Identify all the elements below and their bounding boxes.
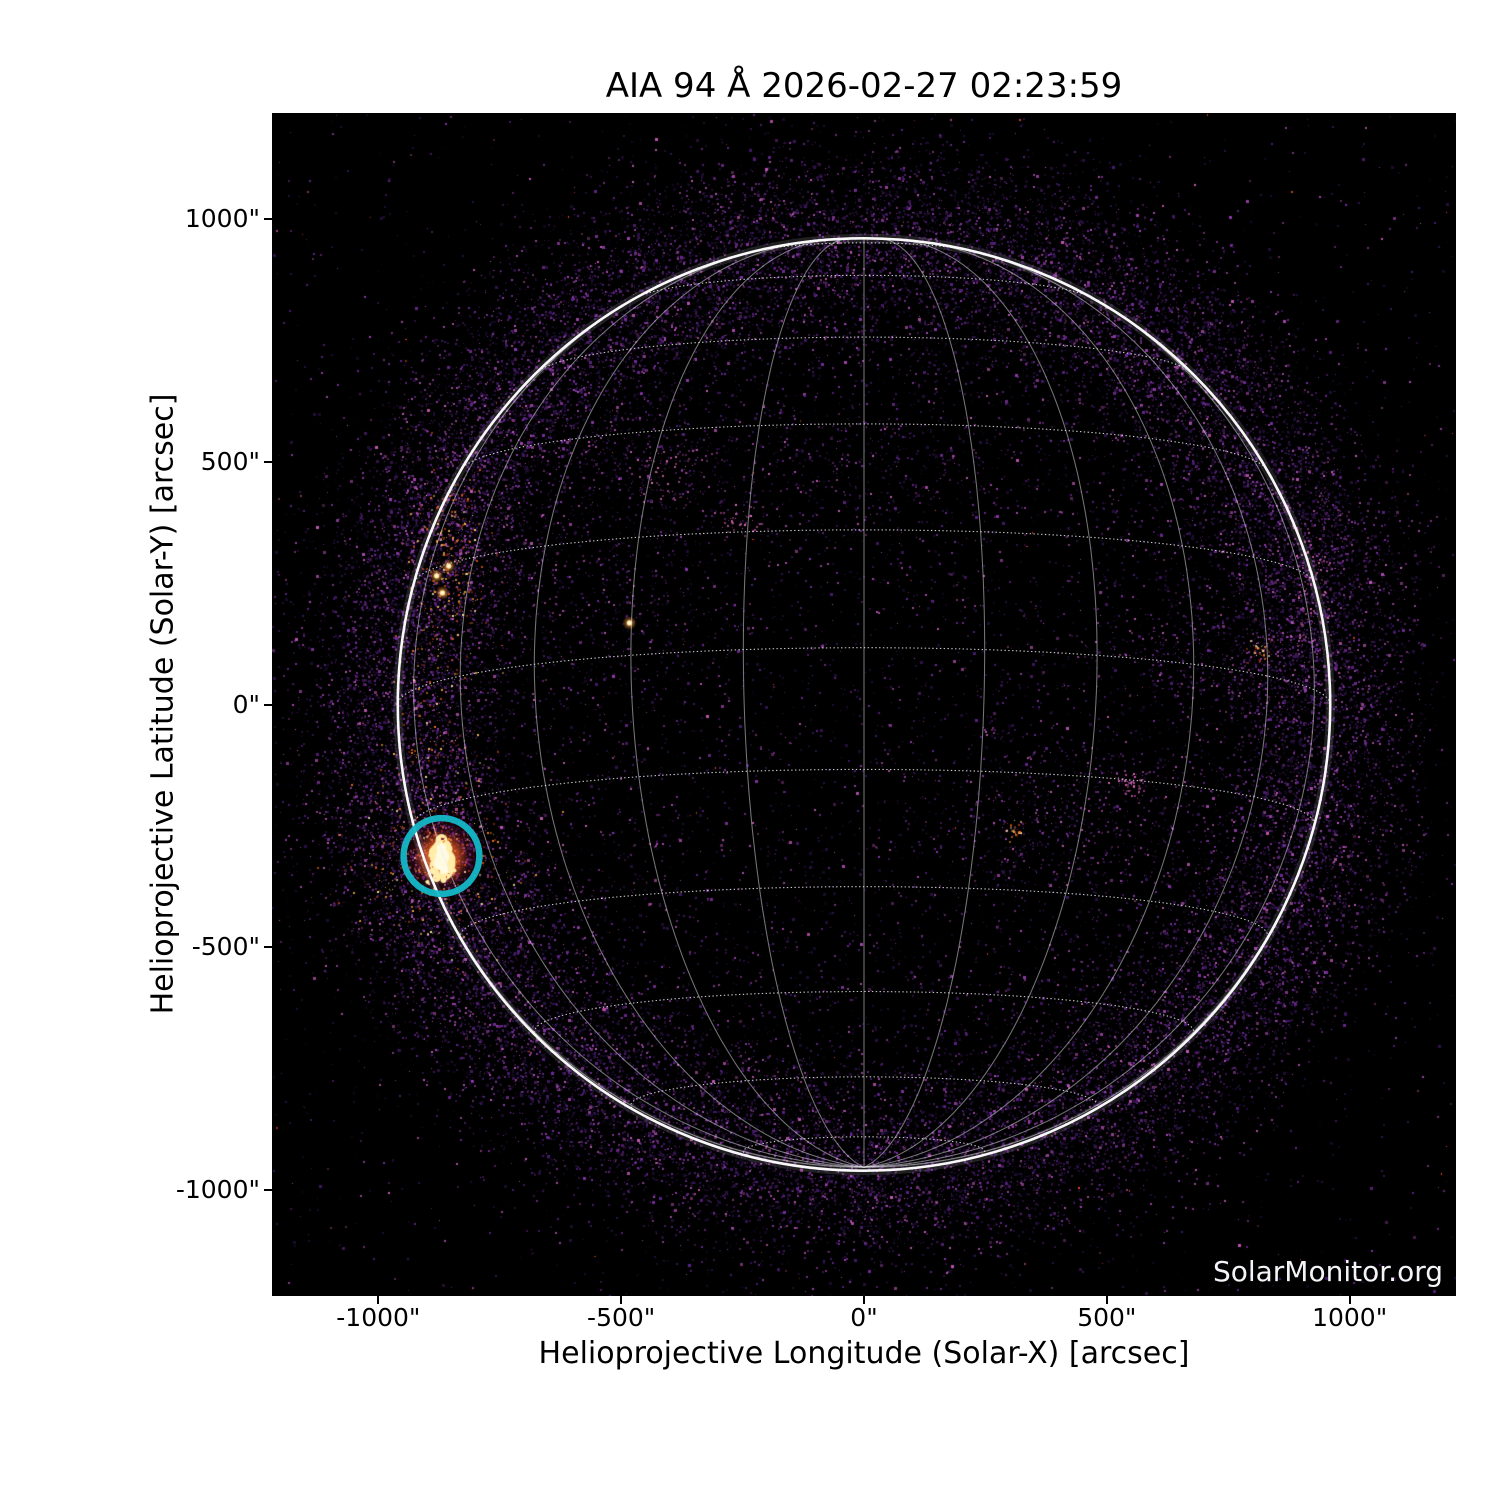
y-tick-label: -500": [191, 932, 260, 962]
x-tick-mark: [377, 1296, 380, 1304]
plot-area: SolarMonitor.org: [272, 113, 1456, 1296]
meridian-grid-line: [863, 247, 1269, 1168]
x-axis-label: Helioprojective Longitude (Solar-X) [arc…: [538, 1336, 1190, 1371]
y-tick-label: -1000": [175, 1175, 260, 1205]
meridian-grid-line: [863, 270, 1315, 1168]
parallel-grid-line: [459, 886, 1269, 939]
x-tick-mark: [863, 1296, 865, 1304]
y-tick-mark: [264, 946, 272, 949]
figure-title: AIA 94 Å 2026-02-27 02:23:59: [605, 66, 1123, 106]
x-tick-label: 1000": [1312, 1303, 1388, 1332]
parallel-grid-line: [413, 529, 1315, 583]
y-tick-label: 500": [200, 446, 260, 476]
y-tick-label: 0": [232, 689, 260, 719]
parallel-grid-line: [413, 768, 1315, 825]
flare-marker-circle: [400, 814, 483, 898]
parallel-grid-line: [761, 242, 967, 251]
parallel-grid-line: [538, 336, 1190, 372]
x-tick-label: 500": [1077, 1303, 1137, 1332]
meridian-grid-line: [413, 270, 865, 1168]
x-tick-mark: [620, 1296, 623, 1304]
x-tick-label: 0": [850, 1303, 878, 1332]
parallel-grid-line: [462, 423, 1266, 469]
meridian-grid-line: [533, 240, 865, 1168]
y-tick-mark: [264, 1189, 272, 1192]
meridian-grid-line: [459, 247, 865, 1168]
watermark-text: SolarMonitor.org: [1212, 1255, 1443, 1288]
x-tick-label: -500": [587, 1303, 656, 1332]
meridian-grid-line: [863, 240, 1195, 1168]
meridian-grid-line: [863, 238, 986, 1168]
meridian-grid-line: [742, 238, 865, 1168]
y-tick-mark: [264, 217, 272, 220]
heliographic-grid-overlay: [393, 233, 1335, 1176]
x-tick-label: -1000": [336, 1303, 421, 1332]
x-tick-mark: [1105, 1296, 1108, 1304]
parallel-grid-line: [397, 647, 1331, 704]
meridian-grid-line: [630, 238, 865, 1168]
parallel-grid-line: [533, 990, 1195, 1037]
y-tick-mark: [264, 460, 272, 463]
y-tick-label: 1000": [184, 203, 260, 233]
meridian-grid-line: [863, 238, 1098, 1168]
parallel-grid-line: [630, 1076, 1098, 1111]
y-tick-mark: [264, 703, 272, 706]
x-tick-mark: [1348, 1296, 1351, 1304]
solar-limb-circle: [396, 236, 1332, 1173]
